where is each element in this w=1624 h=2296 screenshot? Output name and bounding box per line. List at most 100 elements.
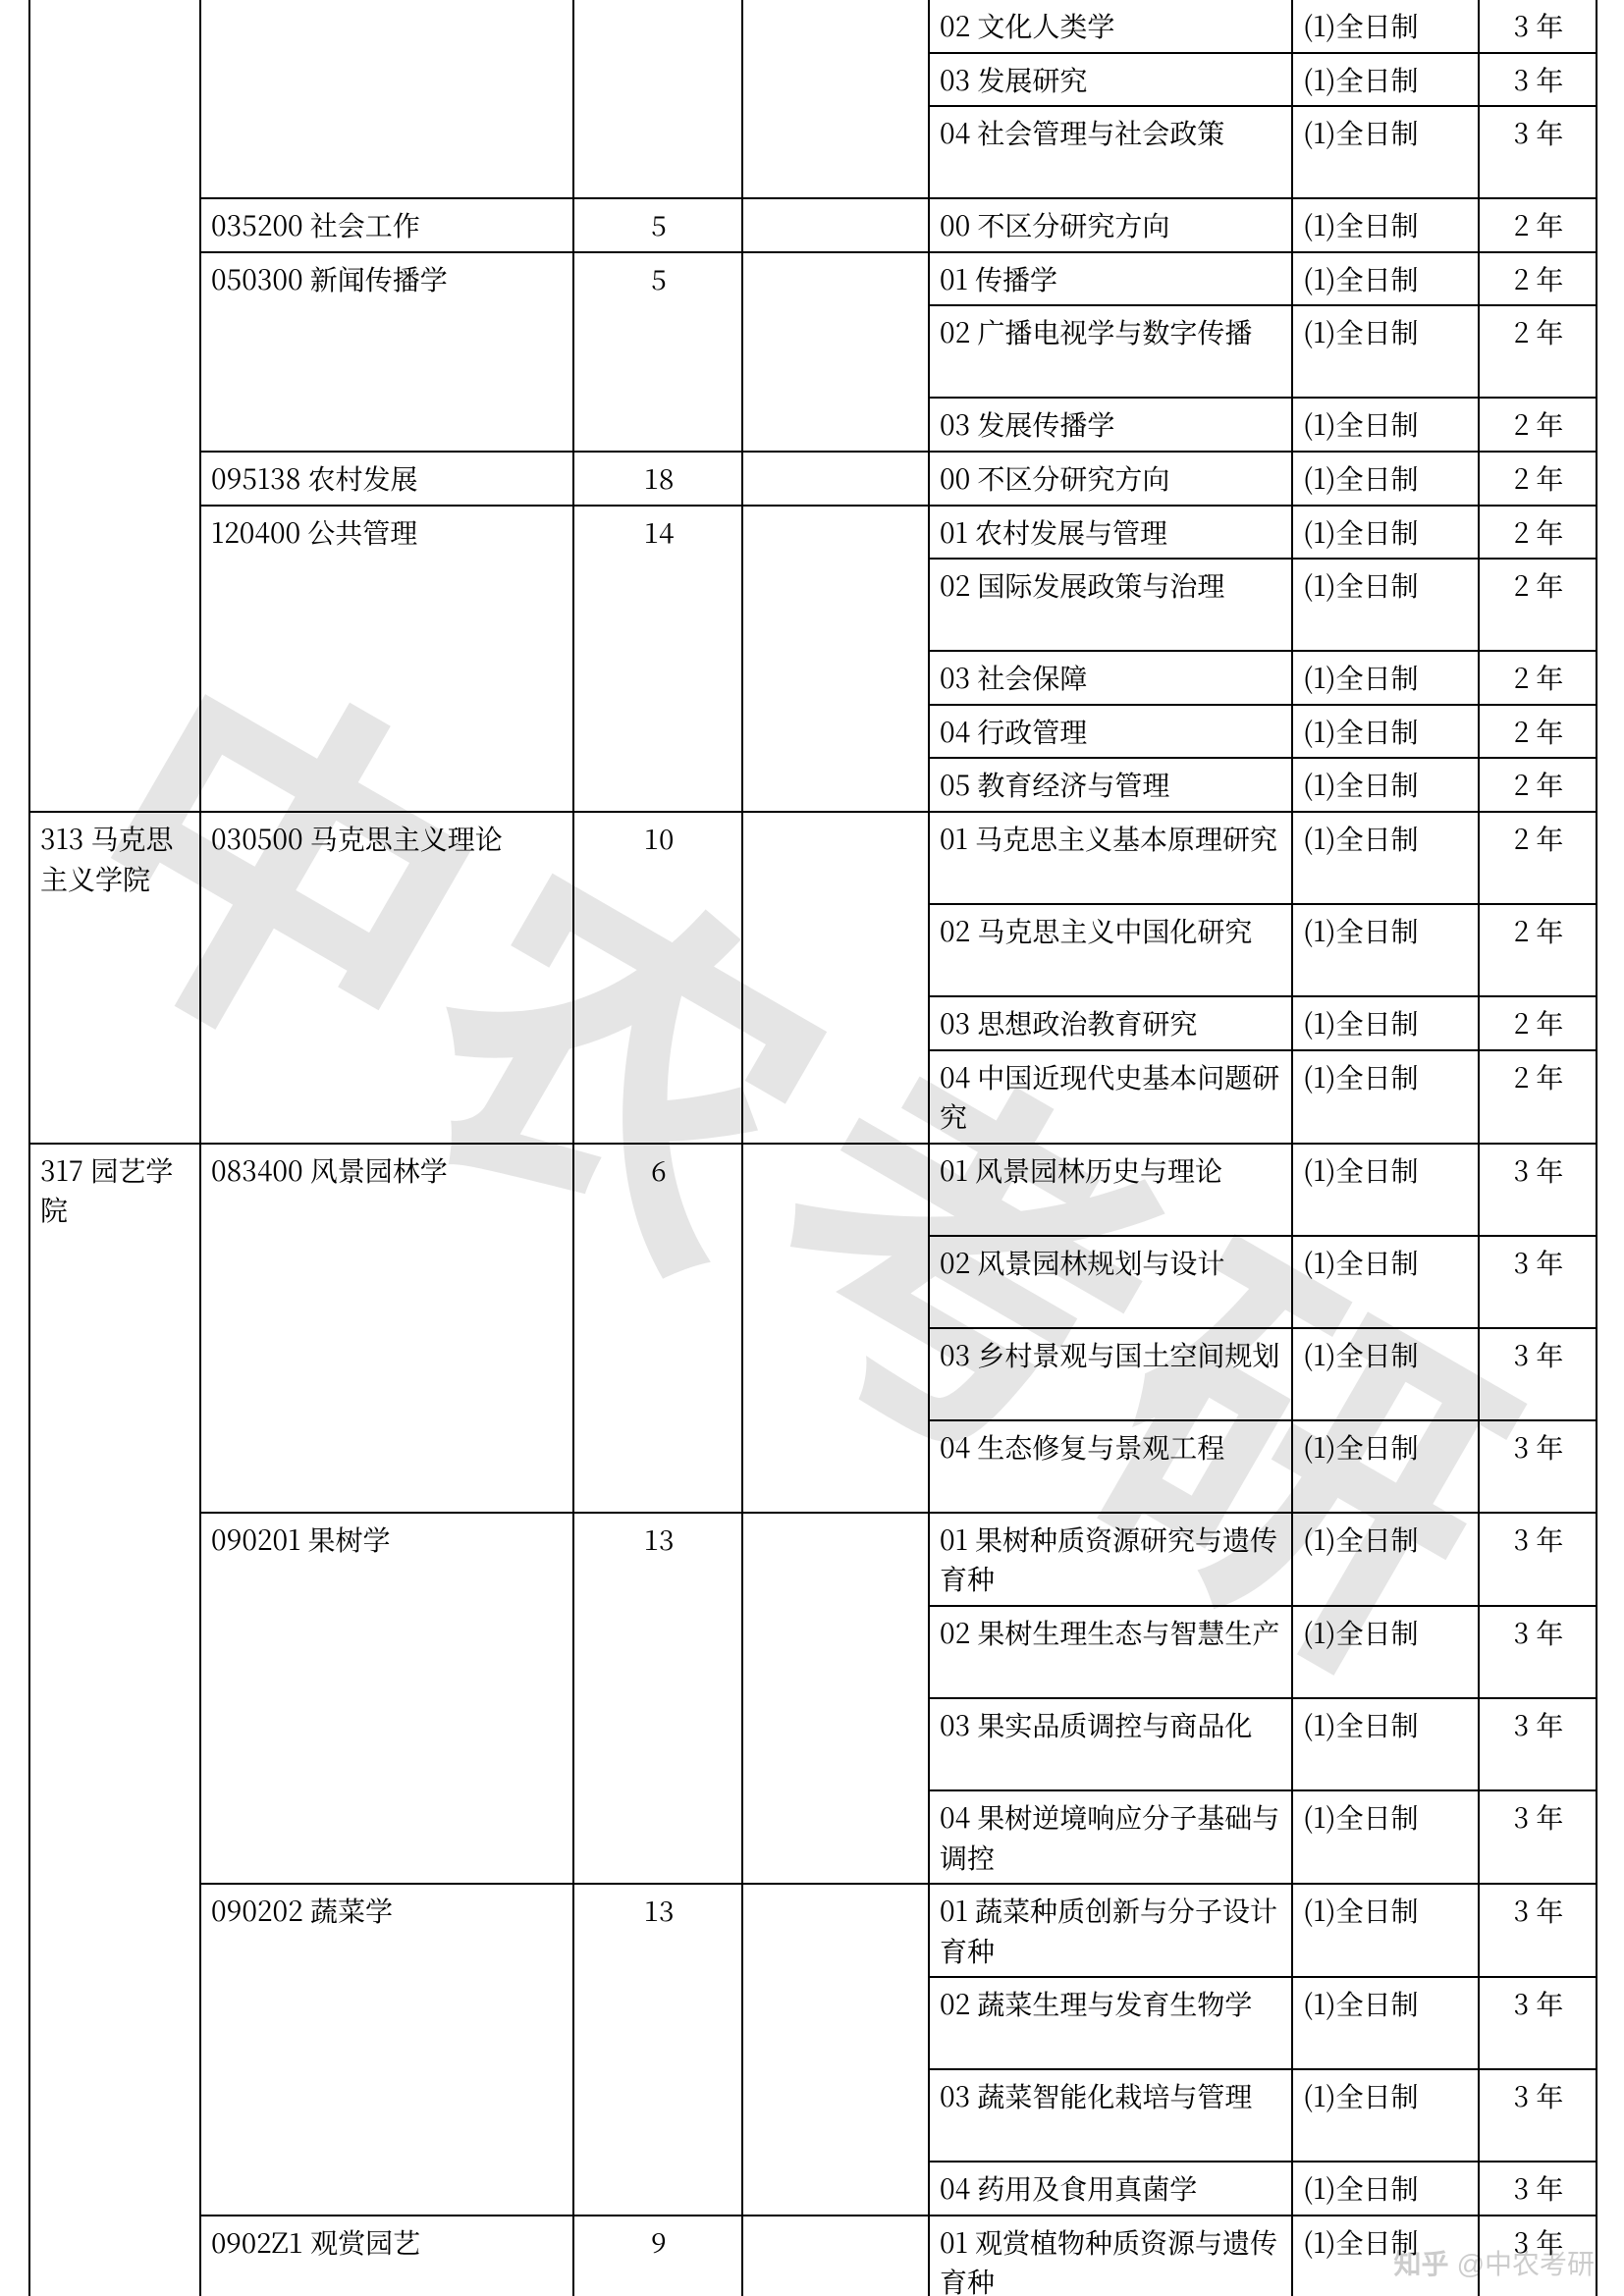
direction-cell: 02 蔬菜生理与发育生物学 [929,1977,1292,2069]
duration-cell: 2 年 [1479,305,1597,398]
direction-cell: 02 风景园林规划与设计 [929,1236,1292,1328]
blank-cell [742,812,929,1144]
study-mode-cell: (1)全日制 [1292,1790,1479,1884]
study-mode-cell: (1)全日制 [1292,0,1479,53]
study-mode-cell: (1)全日制 [1292,651,1479,705]
duration-cell: 3 年 [1479,1236,1597,1328]
major-cell [200,0,573,198]
study-mode-cell: (1)全日制 [1292,1328,1479,1420]
study-mode-cell: (1)全日制 [1292,398,1479,452]
study-mode-cell: (1)全日制 [1292,2162,1479,2216]
study-mode-cell: (1)全日制 [1292,1420,1479,1513]
major-cell: 095138 农村发展 [200,452,573,506]
zhihu-logo-text: 知乎 [1394,2243,1449,2282]
direction-cell: 02 马克思主义中国化研究 [929,904,1292,996]
direction-cell: 03 发展传播学 [929,398,1292,452]
quota-cell: 5 [573,252,742,452]
direction-cell: 00 不区分研究方向 [929,452,1292,506]
blank-cell [742,2216,929,2296]
blank-cell [742,252,929,452]
blank-cell [742,506,929,812]
direction-cell: 04 果树逆境响应分子基础与调控 [929,1790,1292,1884]
college-cell [29,0,200,812]
study-mode-cell: (1)全日制 [1292,452,1479,506]
study-mode-cell: (1)全日制 [1292,305,1479,398]
study-mode-cell: (1)全日制 [1292,252,1479,306]
direction-cell: 01 传播学 [929,252,1292,306]
duration-cell: 2 年 [1479,758,1597,812]
direction-cell: 01 观赏植物种质资源与遗传育种 [929,2216,1292,2296]
duration-cell: 2 年 [1479,252,1597,306]
direction-cell: 04 药用及食用真菌学 [929,2162,1292,2216]
blank-cell [742,452,929,506]
duration-cell: 2 年 [1479,452,1597,506]
study-mode-cell: (1)全日制 [1292,705,1479,759]
major-cell: 083400 风景园林学 [200,1144,573,1513]
table-row: 313 马克思主义学院030500 马克思主义理论1001 马克思主义基本原理研… [29,812,1597,904]
major-cell: 030500 马克思主义理论 [200,812,573,1144]
duration-cell: 3 年 [1479,1144,1597,1236]
quota-cell [573,0,742,198]
direction-cell: 02 国际发展政策与治理 [929,559,1292,651]
study-mode-cell: (1)全日制 [1292,904,1479,996]
duration-cell: 2 年 [1479,904,1597,996]
direction-cell: 01 农村发展与管理 [929,506,1292,560]
duration-cell: 3 年 [1479,1698,1597,1790]
major-cell: 0902Z1 观赏园艺 [200,2216,573,2296]
duration-cell: 3 年 [1479,0,1597,53]
quota-cell: 10 [573,812,742,1144]
study-mode-cell: (1)全日制 [1292,1050,1479,1144]
study-mode-cell: (1)全日制 [1292,2069,1479,2162]
table-row: 120400 公共管理1401 农村发展与管理(1)全日制2 年 [29,506,1597,560]
direction-cell: 05 教育经济与管理 [929,758,1292,812]
direction-cell: 04 行政管理 [929,705,1292,759]
major-cell: 035200 社会工作 [200,198,573,252]
duration-cell: 2 年 [1479,705,1597,759]
study-mode-cell: (1)全日制 [1292,198,1479,252]
direction-cell: 01 风景园林历史与理论 [929,1144,1292,1236]
college-cell: 317 园艺学院 [29,1144,200,2296]
study-mode-cell: (1)全日制 [1292,1977,1479,2069]
direction-cell: 01 蔬菜种质创新与分子设计育种 [929,1884,1292,1977]
study-mode-cell: (1)全日制 [1292,996,1479,1050]
direction-cell: 04 社会管理与社会政策 [929,106,1292,198]
table-row: 050300 新闻传播学501 传播学(1)全日制2 年 [29,252,1597,306]
duration-cell: 3 年 [1479,1977,1597,2069]
study-mode-cell: (1)全日制 [1292,53,1479,107]
study-mode-cell: (1)全日制 [1292,812,1479,904]
college-cell: 313 马克思主义学院 [29,812,200,1144]
direction-cell: 04 生态修复与景观工程 [929,1420,1292,1513]
direction-cell: 03 果实品质调控与商品化 [929,1698,1292,1790]
duration-cell: 2 年 [1479,198,1597,252]
blank-cell [742,1144,929,1513]
duration-cell: 3 年 [1479,1606,1597,1698]
table-row: 090202 蔬菜学1301 蔬菜种质创新与分子设计育种(1)全日制3 年 [29,1884,1597,1977]
major-cell: 090201 果树学 [200,1513,573,1884]
duration-cell: 3 年 [1479,1420,1597,1513]
table-row: 02 文化人类学(1)全日制3 年 [29,0,1597,53]
duration-cell: 3 年 [1479,2069,1597,2162]
study-mode-cell: (1)全日制 [1292,506,1479,560]
blank-cell [742,198,929,252]
quota-cell: 5 [573,198,742,252]
direction-cell: 02 果树生理生态与智慧生产 [929,1606,1292,1698]
duration-cell: 2 年 [1479,398,1597,452]
duration-cell: 2 年 [1479,651,1597,705]
direction-cell: 01 马克思主义基本原理研究 [929,812,1292,904]
direction-cell: 02 文化人类学 [929,0,1292,53]
major-cell: 050300 新闻传播学 [200,252,573,452]
duration-cell: 2 年 [1479,996,1597,1050]
quota-cell: 9 [573,2216,742,2296]
duration-cell: 2 年 [1479,1050,1597,1144]
zhihu-author: @中农考研 [1457,2243,1595,2282]
quota-cell: 13 [573,1513,742,1884]
zhihu-attribution: 知乎 @中农考研 [1394,2243,1595,2282]
duration-cell: 2 年 [1479,559,1597,651]
study-mode-cell: (1)全日制 [1292,758,1479,812]
major-cell: 120400 公共管理 [200,506,573,812]
quota-cell: 13 [573,1884,742,2216]
direction-cell: 02 广播电视学与数字传播 [929,305,1292,398]
duration-cell: 3 年 [1479,1884,1597,1977]
direction-cell: 03 乡村景观与国土空间规划 [929,1328,1292,1420]
duration-cell: 3 年 [1479,106,1597,198]
